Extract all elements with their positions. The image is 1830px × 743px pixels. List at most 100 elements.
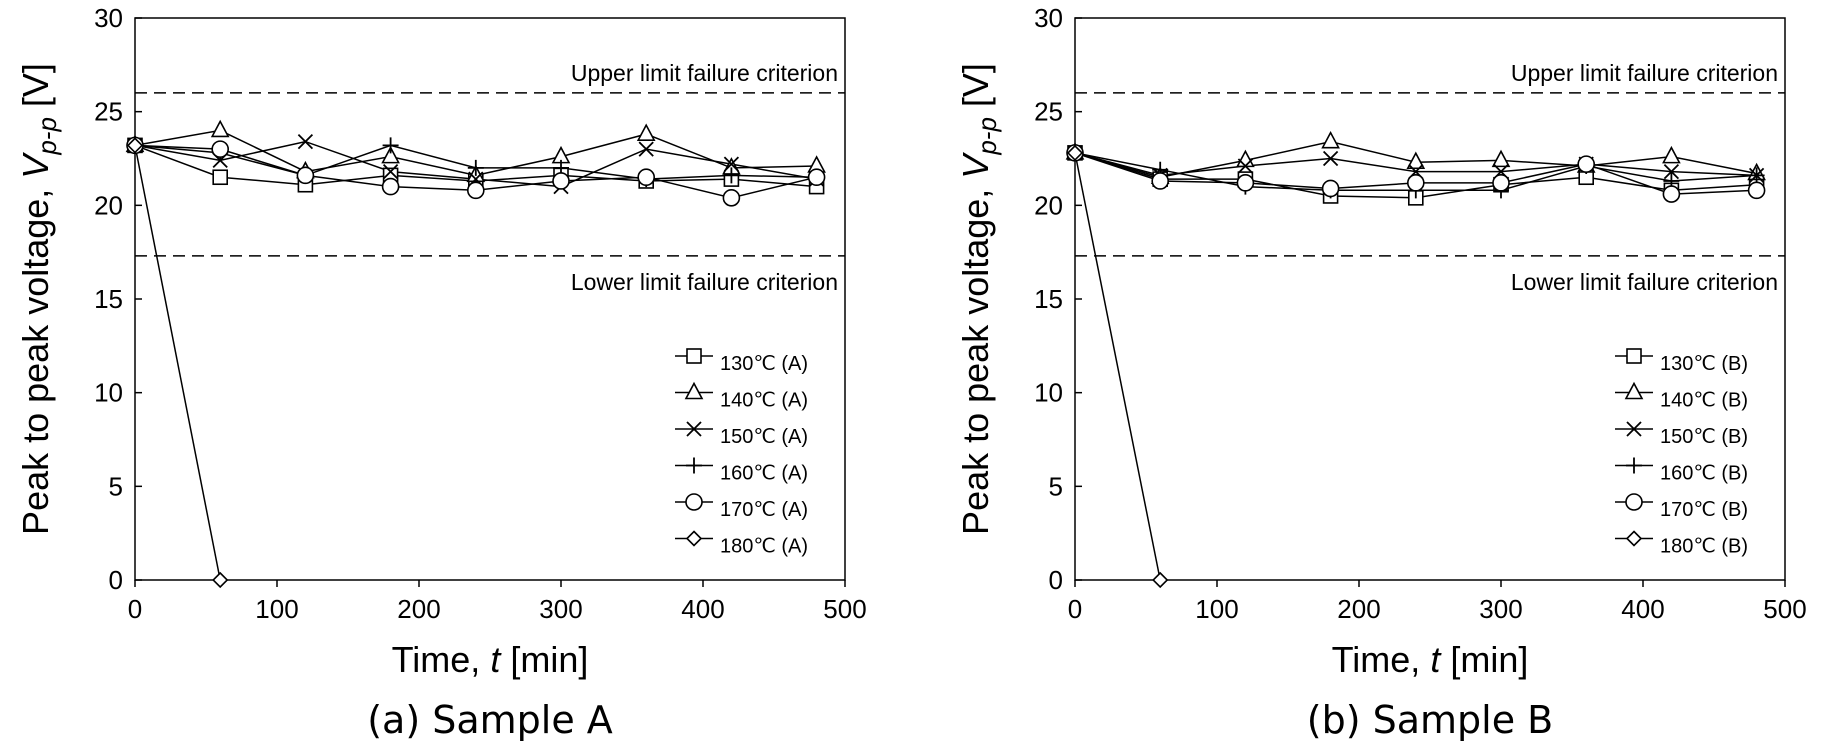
data-point-triangle bbox=[1321, 130, 1340, 149]
y-tick-label: 10 bbox=[1034, 378, 1063, 408]
x-tick-label: 500 bbox=[823, 594, 866, 624]
upper-limit-label: Upper limit failure criterion bbox=[1511, 60, 1778, 86]
x-tick-label: 200 bbox=[1337, 594, 1380, 624]
x-tick-label: 0 bbox=[1068, 594, 1082, 624]
data-point-circle bbox=[466, 181, 485, 200]
y-tick-label: 5 bbox=[1049, 471, 1063, 501]
data-point-triangle bbox=[1491, 149, 1511, 168]
lower-limit-label: Lower limit failure criterion bbox=[571, 269, 838, 295]
data-point-x bbox=[1237, 158, 1254, 174]
x-tick-label: 300 bbox=[1479, 594, 1522, 624]
data-point-x bbox=[1322, 150, 1339, 167]
data-point-diamond bbox=[1066, 144, 1084, 162]
x-tick-label: 500 bbox=[1763, 594, 1806, 624]
data-point-circle bbox=[1747, 181, 1766, 200]
legend-marker-square bbox=[686, 348, 702, 364]
y-tick-label: 20 bbox=[1034, 190, 1063, 220]
x-tick-label: 400 bbox=[681, 594, 724, 624]
series-line-diamond bbox=[134, 145, 221, 581]
legend-entry: 140℃ (A) bbox=[720, 390, 808, 412]
data-point-x bbox=[382, 163, 399, 180]
data-point-circle bbox=[637, 168, 656, 187]
legend: 130℃ (A) 140℃ (A) 150℃ (A) 160℃ (A) 170℃ (A)… bbox=[675, 348, 808, 558]
legend-marker-x bbox=[1626, 421, 1642, 437]
y-tick-label: 20 bbox=[94, 190, 123, 220]
legend-entry: 130℃ (B) bbox=[1660, 353, 1748, 375]
legend-entry: 170℃ (B) bbox=[1660, 499, 1748, 521]
plot-frame bbox=[134, 17, 846, 581]
legend-entry: 180℃ (A) bbox=[720, 536, 808, 558]
data-point-diamond bbox=[1152, 571, 1169, 589]
data-point-circle bbox=[381, 177, 400, 196]
data-point-circle bbox=[1662, 185, 1681, 203]
y-tick-label: 25 bbox=[94, 97, 123, 127]
data-point-circle bbox=[296, 166, 315, 185]
legend-entry: 140℃ (B) bbox=[1660, 390, 1748, 412]
data-point-plus bbox=[1748, 167, 1765, 184]
data-point-circle bbox=[1492, 174, 1510, 192]
y-axis-title: Peak to peak voltage, Vp-p [V] bbox=[955, 63, 1002, 535]
legend-marker-triangle bbox=[684, 381, 704, 400]
data-point-circle bbox=[1577, 155, 1595, 173]
x-tick-label: 100 bbox=[1195, 594, 1238, 624]
y-axis-title: Peak to peak voltage, Vp-p [V] bbox=[15, 63, 62, 535]
data-point-circle bbox=[211, 140, 229, 158]
legend-marker-circle bbox=[1625, 493, 1643, 511]
legend-marker-x bbox=[686, 421, 702, 437]
legend-entry: 160℃ (B) bbox=[1660, 463, 1748, 485]
data-point-circle bbox=[552, 172, 570, 190]
legend-entry: 150℃ (B) bbox=[1660, 426, 1748, 448]
data-point-plus bbox=[382, 137, 399, 154]
x-axis-title: Time, t [min] bbox=[1332, 639, 1529, 680]
data-point-circle bbox=[1407, 174, 1425, 192]
data-point-circle bbox=[807, 168, 826, 187]
data-point-triangle bbox=[381, 145, 400, 164]
data-point-triangle bbox=[210, 119, 230, 138]
data-point-x bbox=[638, 141, 654, 157]
data-point-plus bbox=[723, 167, 740, 184]
x-tick-label: 0 bbox=[128, 594, 142, 624]
data-point-x bbox=[297, 134, 314, 150]
data-point-triangle bbox=[1406, 151, 1426, 170]
legend-marker-circle bbox=[685, 493, 703, 511]
x-tick-label: 100 bbox=[255, 594, 298, 624]
data-point-square bbox=[212, 169, 228, 186]
plot-frame bbox=[1074, 17, 1786, 581]
legend-marker-diamond bbox=[685, 530, 703, 547]
legend-entry: 180℃ (B) bbox=[1660, 536, 1748, 558]
data-point-circle bbox=[1151, 172, 1169, 190]
legend-entry: 130℃ (A) bbox=[720, 353, 808, 375]
data-point-plus bbox=[467, 159, 484, 176]
y-tick-label: 30 bbox=[94, 3, 123, 33]
data-point-triangle bbox=[1662, 145, 1681, 164]
legend-marker-square bbox=[1626, 348, 1642, 364]
y-tick-label: 5 bbox=[109, 471, 123, 501]
x-tick-label: 400 bbox=[1621, 594, 1664, 624]
series-line-diamond bbox=[1074, 152, 1161, 581]
data-point-x bbox=[1663, 163, 1680, 180]
legend-entry: 160℃ (A) bbox=[720, 463, 808, 485]
legend: 130℃ (B) 140℃ (B) 150℃ (B) 160℃ (B) 170℃ (B)… bbox=[1615, 348, 1748, 558]
x-tick-label: 200 bbox=[397, 594, 440, 624]
legend-marker-diamond bbox=[1625, 530, 1643, 547]
y-tick-label: 15 bbox=[94, 284, 123, 314]
data-point-x bbox=[723, 156, 740, 172]
legend-marker-triangle bbox=[1624, 381, 1644, 400]
data-point-circle bbox=[1236, 174, 1255, 192]
y-tick-label: 0 bbox=[109, 565, 123, 595]
y-tick-label: 10 bbox=[94, 378, 123, 408]
chart-caption: (a) Sample A bbox=[367, 698, 613, 742]
x-axis-title: Time, t [min] bbox=[392, 639, 589, 680]
legend-entry: 170℃ (A) bbox=[720, 499, 808, 521]
y-tick-label: 25 bbox=[1034, 97, 1063, 127]
legend-marker-plus bbox=[686, 457, 702, 474]
y-tick-label: 0 bbox=[1049, 565, 1063, 595]
data-point-diamond bbox=[126, 137, 144, 154]
y-tick-label: 15 bbox=[1034, 284, 1063, 314]
data-point-circle bbox=[1321, 179, 1340, 198]
lower-limit-label: Lower limit failure criterion bbox=[1511, 269, 1778, 295]
x-tick-label: 300 bbox=[539, 594, 582, 624]
chart-caption: (b) Sample B bbox=[1307, 698, 1553, 742]
